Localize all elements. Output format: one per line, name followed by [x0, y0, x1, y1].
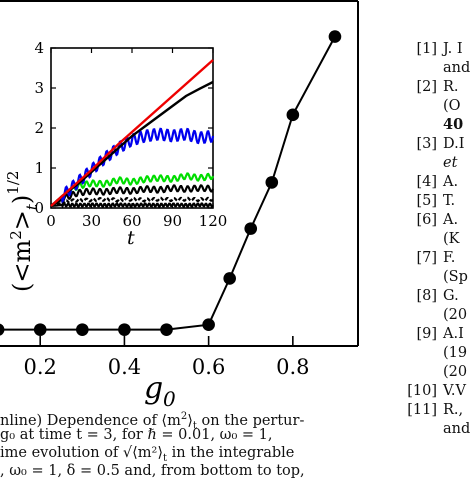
caption-line-4: , ω₀ = 1, δ = 0.5 and, from bottom to to…: [0, 463, 305, 479]
main-data-point: [286, 108, 300, 122]
reference-item: [9] A.I: [416, 326, 464, 342]
inset-x-tick-label: 90: [163, 212, 182, 230]
inset-series-line: [50, 184, 215, 207]
main-x-label-subscript: 0: [163, 387, 176, 410]
inset-y-tick-label: 3: [34, 79, 44, 97]
svg-text:(<m2>t)1/2: (<m2>t)1/2: [4, 171, 41, 292]
reference-list: [1] J. I and [2] R. (O 40 [3] D.I et [4] A. …: [404, 40, 474, 439]
reference-item: [4] A.: [416, 174, 459, 190]
caption-line-3: ime evolution of √⟨m²⟩t in the integrabl…: [0, 445, 295, 464]
reference-item: [6] A.: [416, 212, 459, 228]
reference-item: [1] J. I: [416, 41, 463, 57]
inset-tick-labels: 0 30 60 90 120 0 1 2 3 4: [34, 39, 227, 230]
inset-x-label: t: [127, 227, 135, 249]
figure-caption: nline) Dependence of ⟨m2⟩t on the pertur…: [0, 408, 400, 480]
inset-x-tick-label: 0: [46, 212, 56, 230]
caption-line-2: g₀ at time t = 3, for ℏ = 0.01, ω₀ = 1,: [0, 427, 273, 443]
inset-y-tick-label: 4: [34, 39, 44, 57]
main-x-tick-label: 0.8: [276, 355, 309, 379]
reference-item: [3] D.I: [416, 136, 465, 152]
inset-y-tick-label: 2: [34, 119, 44, 137]
main-data-point: [33, 323, 47, 336]
caption-line-1: nline) Dependence of ⟨m2⟩t on the pertur…: [0, 411, 305, 432]
reference-item: [2] R.: [416, 79, 459, 95]
reference-item: [11] R.,: [407, 402, 464, 418]
main-data-point: [265, 176, 279, 189]
main-y-label: (<m2>t)1/2: [4, 171, 41, 292]
main-data-point: [76, 323, 89, 336]
inset-series: [50, 59, 215, 209]
reference-item: [7] F.: [416, 250, 456, 266]
figure: 0.2 0.4 0.6 0.8 g 0 (<m2>t)1/2 0 30 60 90 120 0 1…: [0, 0, 359, 410]
inset-x-tick-label: 120: [199, 212, 228, 230]
inset-x-tick-label: 60: [122, 212, 141, 230]
main-series-line: [0, 36, 336, 331]
inset-series-line: [50, 196, 214, 208]
main-x-ticks: [39, 336, 294, 346]
reference-item: [10] V.V: [407, 383, 467, 399]
reference-item: [8] G.: [416, 288, 459, 304]
main-x-tick-label: 0.6: [192, 355, 225, 379]
inset-series-line: [50, 80, 214, 207]
main-data-point: [202, 318, 215, 331]
inset-y-tick-label: 0: [34, 199, 44, 217]
inset-series-line: [50, 59, 214, 207]
reference-item: [5] T.: [416, 193, 456, 209]
main-x-tick-label: 0.4: [108, 355, 141, 379]
main-data-point: [223, 272, 236, 285]
inset-x-tick-label: 30: [82, 212, 101, 230]
main-series: [0, 30, 342, 336]
main-x-tick-labels: 0.2 0.4 0.6 0.8: [24, 355, 310, 379]
main-data-point: [160, 323, 173, 336]
inset-series-line: [50, 202, 214, 209]
main-data-point: [328, 30, 342, 43]
main-x-tick-label: 0.2: [24, 355, 57, 379]
main-data-point: [118, 323, 131, 336]
main-data-point: [0, 323, 5, 336]
main-x-label: g: [144, 371, 163, 406]
main-data-point: [244, 222, 258, 235]
inset-y-tick-label: 1: [34, 159, 44, 177]
